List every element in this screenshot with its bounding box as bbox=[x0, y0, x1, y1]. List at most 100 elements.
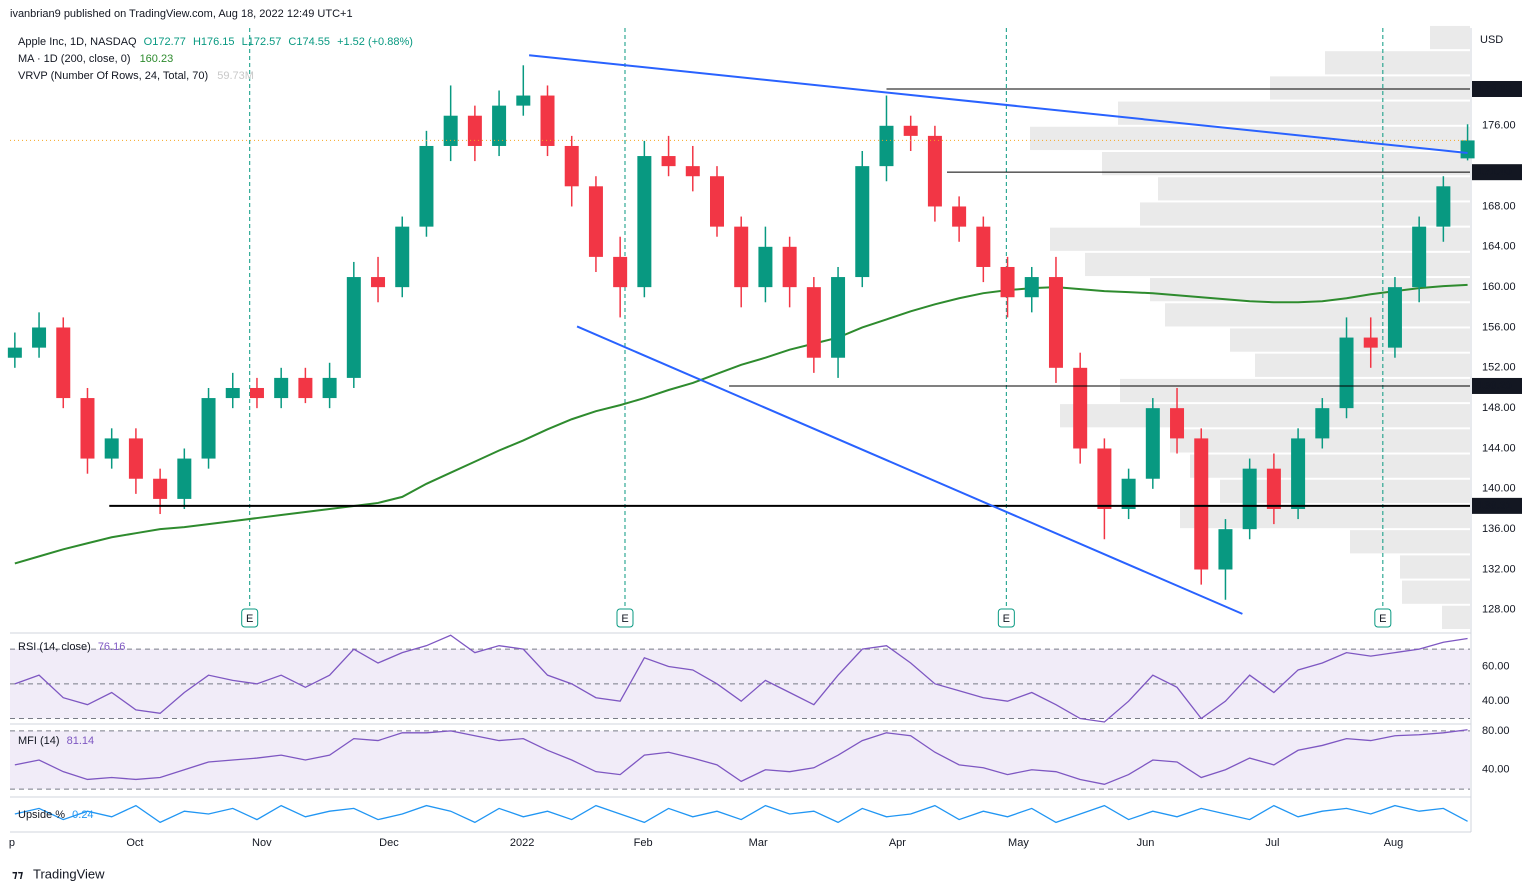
candle-body bbox=[1000, 266, 1015, 298]
candle-body bbox=[952, 206, 967, 227]
volume-profile-bar bbox=[1400, 555, 1470, 579]
indicator-line bbox=[14, 804, 1468, 824]
volume-profile-bar bbox=[1170, 429, 1470, 453]
y-tick-label: 164.00 bbox=[1482, 241, 1516, 253]
level-label-box bbox=[1472, 164, 1522, 181]
candle-body bbox=[758, 246, 773, 288]
y-tick-label: 40.00 bbox=[1482, 695, 1510, 707]
candle-body bbox=[201, 398, 216, 459]
legend-vrvp: VRVP (Number Of Rows, 24, Total, 70) 59.… bbox=[18, 70, 254, 82]
candle-body bbox=[346, 277, 361, 378]
earnings-label: E bbox=[246, 613, 253, 625]
candle-body bbox=[1024, 277, 1039, 298]
symbol: Apple Inc, 1D, NASDAQ bbox=[18, 36, 137, 48]
candle-body bbox=[588, 186, 603, 257]
volume-profile-bar bbox=[1220, 479, 1470, 503]
ohlc: H176.15 bbox=[193, 36, 235, 48]
candle-body bbox=[661, 156, 676, 167]
volume-profile-bar bbox=[1120, 378, 1470, 403]
candle-body bbox=[177, 458, 192, 499]
volume-profile-bar bbox=[1430, 25, 1470, 50]
volume-profile-bar bbox=[1325, 51, 1470, 75]
candle-body bbox=[443, 115, 458, 146]
volume-profile-bar bbox=[1118, 101, 1470, 125]
candle-body bbox=[492, 105, 507, 146]
currency: USD bbox=[1480, 34, 1503, 46]
volume-profile-bar bbox=[1402, 580, 1470, 604]
y-tick-label: 132.00 bbox=[1482, 563, 1516, 575]
y-tick-label: 148.00 bbox=[1482, 402, 1516, 414]
candle-body bbox=[1073, 367, 1088, 449]
x-tick-label: 2022 bbox=[510, 837, 534, 849]
candle-body bbox=[806, 287, 821, 358]
upside-value: 0.24 bbox=[72, 809, 93, 821]
candle-body bbox=[516, 95, 531, 106]
volume-profile-bar bbox=[1158, 177, 1470, 201]
x-tick-label: Feb bbox=[634, 837, 653, 849]
trendline bbox=[529, 54, 1468, 155]
level-label-box bbox=[1472, 80, 1522, 97]
x-tick-label: Jul bbox=[1265, 837, 1279, 849]
candle-body bbox=[153, 478, 168, 499]
candle-body bbox=[104, 438, 119, 459]
x-tick-label: Nov bbox=[252, 837, 272, 849]
candle-body bbox=[831, 277, 846, 358]
x-tick-label: Oct bbox=[126, 837, 143, 849]
y-tick-label: 40.00 bbox=[1482, 764, 1510, 776]
legend-main: Apple Inc, 1D, NASDAQ O172.77 H176.15 L1… bbox=[18, 36, 413, 48]
volume-profile-bar bbox=[1050, 227, 1470, 251]
candle-body bbox=[976, 226, 991, 267]
candle-body bbox=[371, 277, 386, 288]
candle-body bbox=[1339, 337, 1354, 409]
indicator-line bbox=[14, 634, 1468, 723]
volume-profile-bar bbox=[1255, 353, 1470, 377]
candle-body bbox=[322, 377, 337, 399]
level-label-box bbox=[1472, 377, 1522, 394]
x-tick-label: May bbox=[1008, 837, 1029, 849]
volume-profile-bar bbox=[1060, 404, 1470, 428]
candle-body bbox=[540, 95, 555, 146]
candle-body bbox=[855, 166, 870, 278]
ohlc: C174.55 bbox=[288, 36, 330, 48]
earnings-marker bbox=[997, 608, 1015, 628]
candle-body bbox=[1436, 186, 1451, 227]
candle-body bbox=[467, 115, 482, 146]
earnings-label: E bbox=[1379, 613, 1386, 625]
volume-profile-bar bbox=[1190, 454, 1470, 478]
ma-name: MA · 1D (200, close, 0) bbox=[18, 53, 131, 65]
candle-body bbox=[1363, 337, 1378, 348]
x-tick-label: Jun bbox=[1137, 837, 1155, 849]
candle-body bbox=[927, 135, 942, 207]
volume-profile-bar bbox=[1030, 126, 1470, 151]
indicator-line bbox=[14, 729, 1468, 785]
x-tick-label: Aug bbox=[1384, 837, 1404, 849]
candle-body bbox=[1170, 408, 1185, 439]
candle-body bbox=[1145, 408, 1160, 479]
level-label: 150.20 bbox=[1478, 380, 1512, 392]
candle-body bbox=[637, 156, 652, 288]
legend-mfi: MFI (14) 81.14 bbox=[18, 735, 94, 747]
candle-body bbox=[685, 166, 700, 177]
ma-value: 160.23 bbox=[140, 53, 174, 65]
candle-body bbox=[1315, 408, 1330, 439]
earnings-label: E bbox=[1003, 613, 1010, 625]
level-label: 138.31 bbox=[1478, 500, 1512, 512]
earnings-label: E bbox=[621, 613, 628, 625]
candle-body bbox=[80, 398, 95, 459]
legend-ma: MA · 1D (200, close, 0) 160.23 bbox=[18, 53, 173, 65]
y-tick-label: 156.00 bbox=[1482, 321, 1516, 333]
volume-profile-bar bbox=[1165, 303, 1470, 327]
moving-average bbox=[14, 283, 1468, 565]
y-tick-label: 168.00 bbox=[1482, 200, 1516, 212]
logo-mark: ⁊⁊ bbox=[12, 869, 24, 881]
earnings-marker bbox=[1374, 608, 1392, 628]
y-tick-label: 80.00 bbox=[1482, 725, 1510, 737]
vrvp-value: 59.73M bbox=[217, 70, 254, 82]
trendline bbox=[576, 325, 1243, 615]
candle-body bbox=[564, 145, 579, 187]
candle-body bbox=[56, 327, 71, 399]
candle-body bbox=[709, 176, 724, 227]
candle-body bbox=[1242, 468, 1257, 530]
